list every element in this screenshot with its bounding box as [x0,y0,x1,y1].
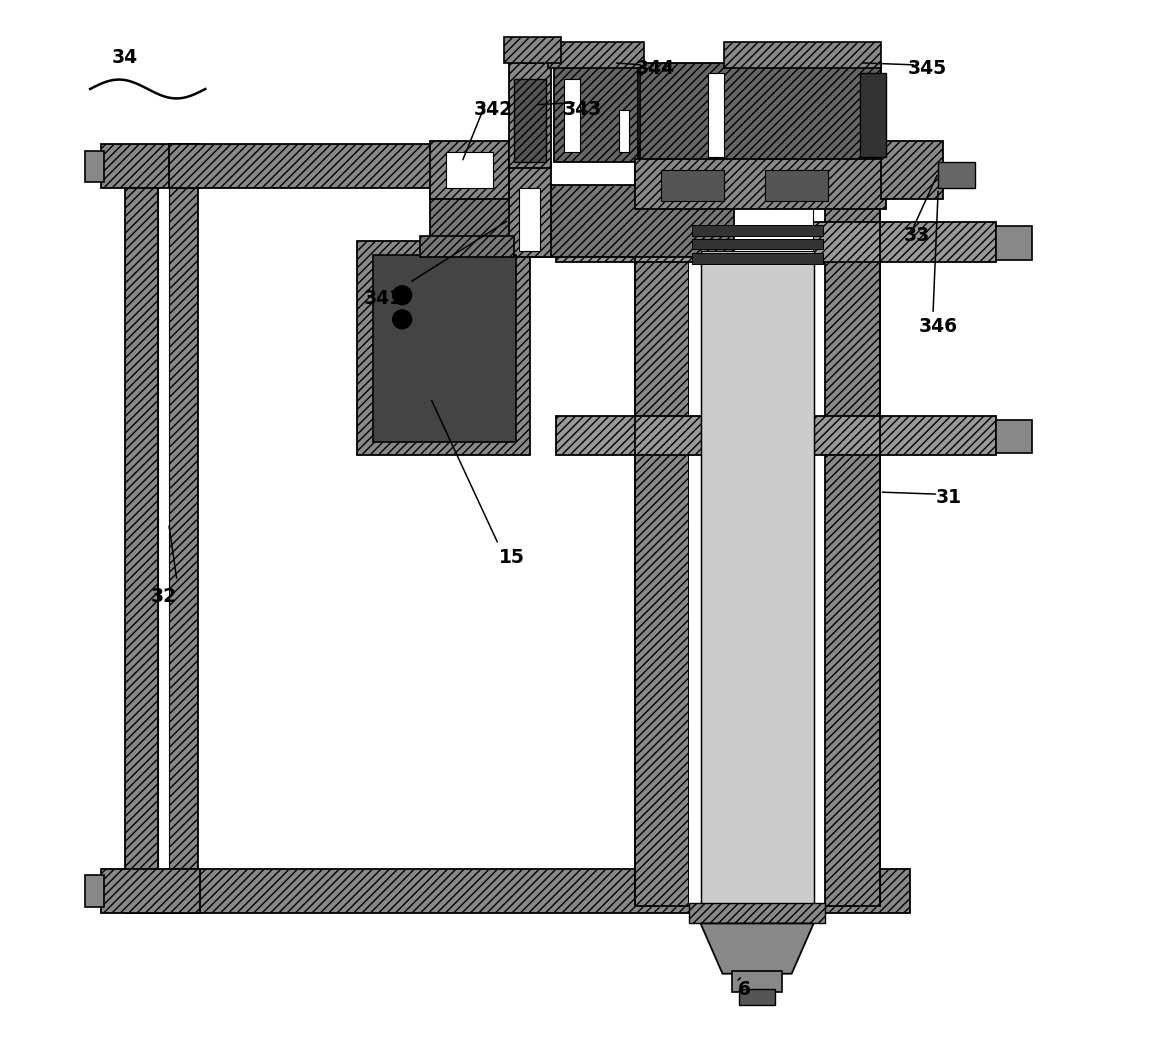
Bar [125,178,158,906]
Bar [447,152,493,188]
Bar [703,183,812,906]
Bar [168,144,441,188]
Bar [635,159,886,209]
Bar [556,222,996,262]
Bar [707,73,724,157]
Bar [548,42,644,68]
Text: 31: 31 [936,488,961,507]
Bar [85,875,104,907]
Bar [420,236,515,257]
Bar [554,63,638,162]
Bar [509,162,550,257]
Text: 345: 345 [908,59,947,77]
Bar [881,141,944,199]
Bar [515,79,546,162]
Bar [692,239,823,249]
Bar [724,42,881,68]
Text: 34: 34 [112,48,137,67]
Polygon shape [700,923,814,974]
Text: 15: 15 [500,548,525,566]
Bar [168,178,198,906]
Bar [732,971,782,992]
Bar [430,141,509,199]
Bar [564,79,580,152]
Circle shape [392,310,412,329]
Bar [635,144,938,188]
Bar [689,183,825,906]
Bar [692,225,823,236]
Text: 344: 344 [636,59,675,77]
Circle shape [392,286,412,305]
Bar [700,251,814,906]
Bar [100,869,200,913]
Bar [661,170,724,201]
Bar [430,185,734,257]
Text: 342: 342 [473,101,512,119]
Text: 33: 33 [904,226,930,245]
Bar [373,255,516,442]
Bar [692,253,823,264]
Bar [519,188,540,251]
Bar [503,37,561,63]
Bar [825,183,879,906]
Bar [125,869,911,913]
Bar [689,903,825,923]
Bar [635,183,689,906]
Text: 32: 32 [150,587,177,606]
Bar [996,226,1033,260]
Bar [938,162,975,188]
Bar [765,170,829,201]
Bar [85,151,104,182]
Text: 346: 346 [919,317,958,336]
Text: 343: 343 [563,101,602,119]
Bar [509,63,550,168]
Bar [357,241,530,455]
Bar [635,144,734,188]
Bar [740,989,774,1005]
Text: 341: 341 [364,289,403,308]
Bar [556,416,996,455]
Bar [158,178,168,906]
Bar [639,63,881,162]
Bar [860,73,886,157]
Text: 6: 6 [739,980,751,999]
Bar [619,110,629,152]
Bar [100,144,200,188]
Bar [996,420,1033,453]
